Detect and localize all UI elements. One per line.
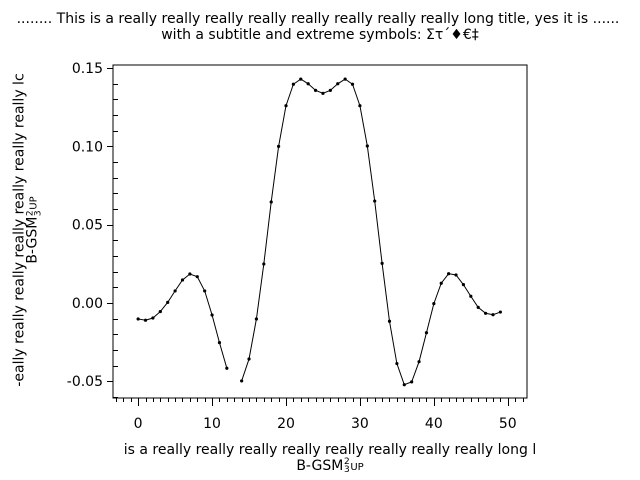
data-point — [225, 366, 229, 370]
data-point — [328, 88, 332, 92]
data-point — [284, 104, 288, 108]
data-point — [313, 88, 318, 92]
series-line — [138, 273, 228, 369]
data-point — [269, 200, 273, 204]
x-label-sup: 2 — [343, 457, 350, 467]
data-point — [484, 311, 488, 315]
data-point — [417, 360, 421, 364]
x-tick-label: 10 — [203, 416, 221, 432]
data-point — [491, 313, 495, 317]
y-tick-label: -0.05 — [67, 374, 103, 390]
data-point — [469, 294, 473, 298]
y-label-sub: 3 — [33, 210, 44, 217]
data-point — [424, 331, 429, 335]
data-point — [476, 305, 480, 309]
x-axis-label-line2: B-GSM2 3UP — [100, 458, 560, 476]
y-tick-label: 0.05 — [72, 218, 103, 234]
data-point — [358, 104, 362, 108]
data-point — [461, 283, 466, 287]
data-point — [217, 340, 222, 345]
data-point — [166, 300, 170, 304]
y-axis-label-line2: B-GSM2 3UP — [24, 73, 44, 386]
x-label-tail: UP — [350, 462, 364, 473]
data-point — [262, 262, 266, 266]
x-axis-label: is a really really really really really … — [123, 442, 537, 458]
x-tick-label: 50 — [499, 416, 517, 432]
series-line — [241, 78, 501, 386]
data-point — [180, 278, 185, 282]
data-point — [498, 310, 502, 314]
x-tick-label: 20 — [277, 416, 295, 432]
y-label-base: B-GSM — [24, 216, 41, 264]
x-tick-label: 0 — [134, 416, 143, 432]
data-point — [447, 272, 451, 276]
x-tick-label: 30 — [351, 416, 369, 432]
x-tick-label: 40 — [425, 416, 443, 432]
data-point — [365, 144, 369, 148]
data-point — [247, 357, 251, 361]
y-tick-label: 0.00 — [72, 296, 103, 312]
data-point — [136, 317, 140, 321]
data-point — [395, 361, 399, 366]
data-point — [336, 82, 340, 86]
data-point — [439, 281, 443, 285]
data-point — [350, 82, 355, 86]
data-point — [188, 272, 192, 276]
x-label-sub: 3 — [343, 465, 350, 475]
data-point — [240, 379, 244, 383]
chart-title: ........ This is a really really really … — [16, 11, 620, 27]
data-point — [410, 380, 414, 384]
x-label-base: B-GSM — [296, 458, 344, 474]
data-point — [321, 91, 325, 95]
data-point — [454, 273, 458, 277]
data-point — [173, 289, 177, 293]
data-point — [210, 313, 214, 317]
data-point — [380, 261, 384, 265]
data-point — [402, 383, 406, 387]
data-point — [158, 309, 162, 314]
plot-frame — [112, 64, 528, 399]
data-point — [291, 82, 295, 86]
chart-subtitle: with a subtitle and extreme symbols: Στ΄… — [161, 27, 479, 43]
data-point — [254, 317, 259, 321]
y-tick-label: 0.15 — [72, 61, 103, 77]
data-point — [143, 318, 148, 322]
data-point — [299, 77, 303, 81]
data-point — [277, 144, 281, 149]
data-point — [373, 199, 377, 203]
data-point — [151, 316, 155, 320]
data-point — [195, 275, 199, 279]
y-tick-label: 0.10 — [72, 139, 103, 155]
data-point — [203, 289, 207, 293]
y-label-tail: UP — [28, 196, 40, 210]
data-point — [343, 77, 347, 81]
data-point — [306, 82, 310, 86]
data-point — [432, 301, 436, 306]
data-point — [387, 319, 392, 323]
